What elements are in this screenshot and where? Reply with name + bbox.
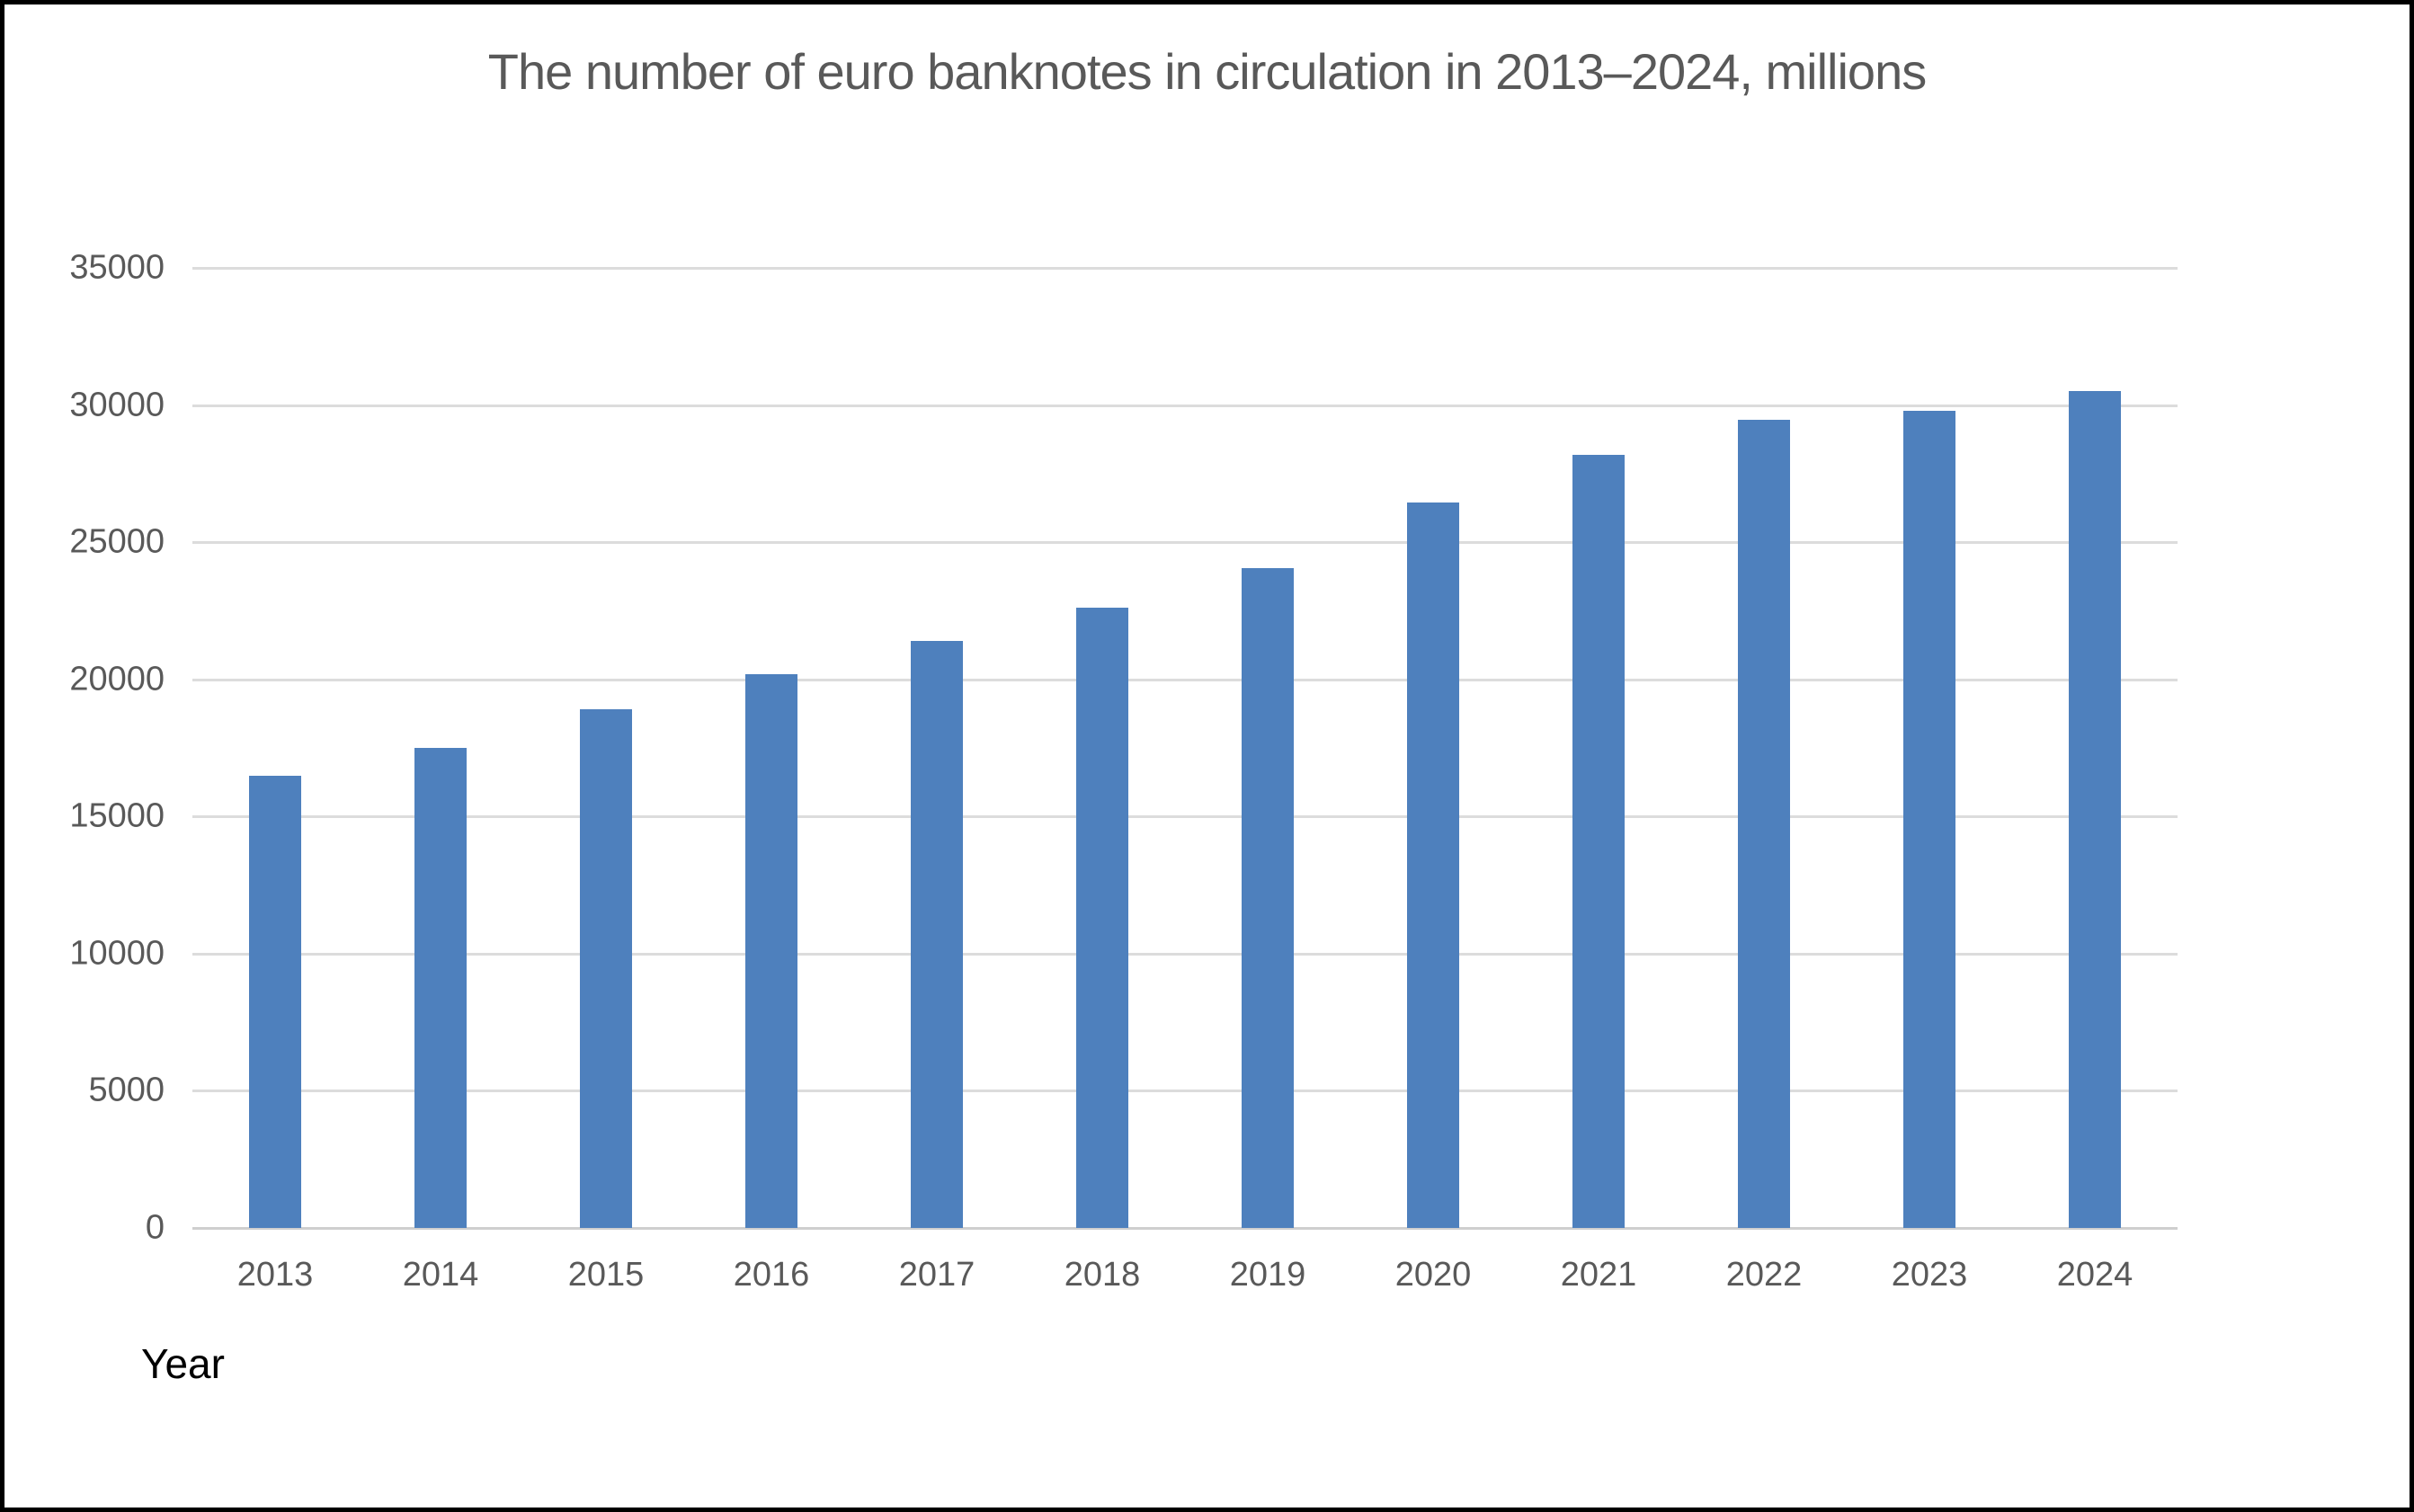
x-tick-label-2024: 2024 [2056, 1256, 2133, 1294]
x-tick-label-2018: 2018 [1064, 1256, 1141, 1294]
bar-2015 [580, 709, 632, 1228]
y-axis-tick-labels: 0 5000 10000 15000 20000 25000 30000 35000 [4, 249, 165, 1247]
bar-2021 [1572, 454, 1625, 1228]
gridline-15000 [192, 815, 2178, 819]
x-axis-line [192, 1227, 2178, 1230]
bar-2016 [745, 673, 797, 1228]
x-tick-label-2023: 2023 [1891, 1256, 1968, 1294]
y-tick-label-10000: 10000 [69, 934, 165, 973]
x-tick-label-2017: 2017 [898, 1256, 975, 1294]
y-tick-label-20000: 20000 [69, 660, 165, 698]
x-tick-label-2020: 2020 [1394, 1256, 1472, 1294]
x-tick-label-2015: 2015 [567, 1256, 645, 1294]
gridline-25000 [192, 541, 2178, 545]
x-axis-title: Year [141, 1340, 225, 1387]
y-tick-label-5000: 5000 [88, 1071, 165, 1109]
bar-2014 [414, 748, 467, 1228]
bar-2018 [1076, 608, 1128, 1228]
x-axis-tick-labels: 2013 2014 2015 2016 2017 2018 2019 2020 2021 2022… [192, 1256, 2178, 1310]
y-tick-label-15000: 15000 [69, 796, 165, 835]
x-tick-label-2022: 2022 [1725, 1256, 1803, 1294]
gridline-10000 [192, 952, 2178, 956]
gridline-5000 [192, 1090, 2178, 1093]
y-tick-label-30000: 30000 [69, 386, 165, 424]
x-tick-label-2016: 2016 [733, 1256, 810, 1294]
bar-2023 [1903, 410, 1955, 1228]
plot-area [192, 267, 2178, 1230]
x-tick-label-2021: 2021 [1560, 1256, 1637, 1294]
gridline-30000 [192, 404, 2178, 407]
x-tick-label-2013: 2013 [236, 1256, 314, 1294]
bar-2013 [249, 775, 301, 1228]
bar-2017 [911, 641, 963, 1228]
gridline-35000 [192, 267, 2178, 270]
bar-2020 [1407, 502, 1459, 1228]
y-tick-label-25000: 25000 [69, 522, 165, 561]
gridline-20000 [192, 678, 2178, 681]
bar-2019 [1242, 568, 1294, 1228]
chart-title: The number of euro banknotes in circulat… [487, 43, 1927, 100]
bar-2024 [2069, 391, 2121, 1228]
x-tick-label-2014: 2014 [402, 1256, 479, 1294]
x-tick-label-2019: 2019 [1229, 1256, 1306, 1294]
bar-2022 [1738, 420, 1790, 1228]
y-tick-label-35000: 35000 [69, 248, 165, 287]
y-tick-label-0: 0 [145, 1208, 165, 1247]
